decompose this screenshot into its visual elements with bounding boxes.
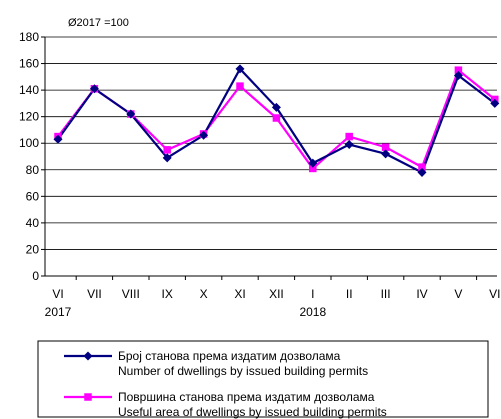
legend-swatch-marker [84,393,92,401]
x-tick-label: VI [52,287,63,301]
legend-label: Површина станова према издатим дозволама [118,390,375,404]
y-tick-label: 180 [19,30,39,44]
data-point [235,64,245,74]
series-lines [53,64,500,177]
x-tick-label: VIII [122,287,140,301]
data-point [344,140,354,150]
data-point [163,146,171,154]
data-point [53,134,63,144]
y-tick-label: 160 [19,57,39,71]
data-point [490,98,500,108]
x-tick-label: I [311,287,314,301]
data-point [199,130,209,140]
data-point [308,158,318,168]
x-tick-label: VI [489,287,500,301]
x-tick-label: IX [162,287,173,301]
x-tick-label: XI [234,287,245,301]
legend-label-en: Number of dwellings by issued building p… [118,364,368,378]
data-point [271,102,281,112]
y-tick-label: 120 [19,110,39,124]
data-point [453,70,463,81]
y-tick-label: 40 [26,216,40,230]
data-point [418,163,426,171]
data-point [272,114,281,122]
y-tick-label: 80 [26,163,40,177]
data-point [162,153,172,163]
y-tick-label: 60 [26,189,40,203]
y-tick-label: 0 [32,269,39,283]
x-tick-label: II [346,287,353,301]
x-year-label: 2017 [45,305,72,319]
data-point [236,82,244,90]
x-tick-label: XII [269,287,284,301]
legend-label-en: Useful area of dwellings by issued build… [118,405,387,419]
y-tick-label: 140 [19,83,39,97]
legend-box [37,340,489,418]
data-point [381,143,390,151]
x-year-label: 2018 [299,305,326,319]
data-point [309,164,317,173]
x-tick-label: IV [416,287,427,301]
series-1-points [53,64,500,177]
data-point [126,109,136,119]
data-point [417,167,427,177]
y-tick-label: 100 [19,136,39,150]
x-tick-label: VII [87,287,102,301]
legend-label: Број станова према издатим дозволама [118,349,341,363]
data-point [89,84,99,94]
base-note: Ø2017 =100 [68,17,129,29]
legend: Број станова према издатим дозволамаNumb… [37,340,489,419]
data-point [454,66,463,74]
y-tick-label: 20 [26,242,40,256]
x-tick-label: III [381,287,391,301]
data-point [345,132,353,141]
series-2-points [54,66,499,173]
gridlines [45,36,497,250]
x-tick-label: X [200,287,208,301]
y-axis: 0 20 40 60 80 100 120 140 160 180 [19,30,46,283]
x-tick-label: V [454,287,462,301]
data-point [381,149,391,159]
legend-swatch-marker [83,351,93,361]
